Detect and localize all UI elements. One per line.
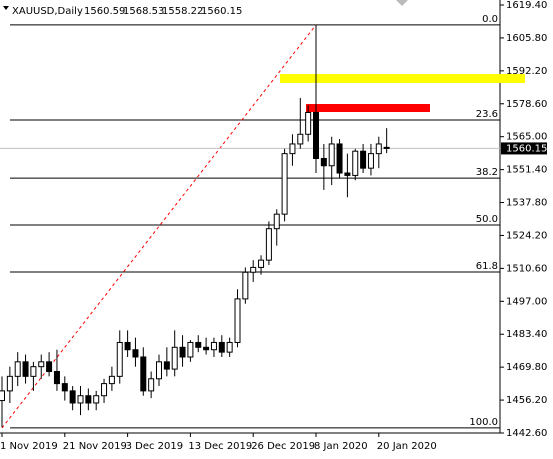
candle-body: [242, 271, 249, 300]
candle-body: [46, 361, 53, 373]
y-tick-label: 1605.80: [506, 33, 547, 44]
candle-body: [273, 213, 280, 230]
y-tick-label: 1456.20: [506, 395, 547, 406]
candle-body: [14, 361, 21, 377]
candle-body: [313, 111, 319, 159]
candle-body: [305, 111, 312, 135]
candle-body: [53, 371, 60, 385]
header-high: 1568.53: [123, 6, 164, 17]
x-tick-label: 13 Dec 2019: [188, 441, 252, 452]
candle-body: [218, 341, 225, 353]
candle-body: [336, 143, 343, 174]
candle-body: [258, 259, 265, 268]
x-tick-label: 3 Dec 2019: [126, 441, 184, 452]
candle-body: [344, 172, 351, 176]
candle-body: [297, 133, 304, 145]
candle-body: [116, 341, 123, 377]
candle-body: [281, 153, 288, 215]
y-tick-label: 1483.40: [506, 329, 547, 340]
x-tick-label: 20 Jan 2020: [377, 441, 437, 452]
y-tick-label: 1592.20: [506, 66, 547, 77]
shift-marker: [396, 0, 408, 6]
candle-body: [108, 375, 115, 385]
current-price-label: 1560.15: [506, 143, 547, 154]
candle-body: [30, 366, 37, 377]
candle-body: [101, 383, 108, 397]
y-tick-label: 1537.80: [506, 198, 547, 209]
fib-label: 38.2: [476, 167, 498, 178]
symbol: XAUUSD,Daily: [12, 6, 83, 17]
menu-arrow: [3, 6, 9, 10]
candle-body: [93, 395, 100, 404]
candle-body: [61, 383, 68, 392]
y-tick-label: 1619.40: [506, 0, 547, 11]
y-tick-label: 1578.60: [506, 99, 547, 110]
header-open: 1560.59: [84, 6, 125, 17]
candle-body: [179, 346, 186, 358]
candle-body: [226, 341, 233, 353]
header-close: 1560.15: [201, 6, 242, 17]
y-tick-label: 1469.80: [506, 362, 547, 373]
candle-body: [352, 150, 359, 176]
candle-body: [124, 341, 131, 351]
fib-label: 100.0: [469, 417, 498, 428]
y-tick-label: 1565.00: [506, 132, 547, 143]
candle-body: [265, 228, 272, 261]
trend-line: [1, 24, 317, 429]
candle-body: [6, 375, 13, 392]
current-price-box: [501, 142, 547, 155]
x-tick-label: 8 Jan 2020: [314, 441, 368, 452]
y-tick-label: 1551.40: [506, 165, 547, 176]
candle-body: [38, 361, 45, 368]
zone: [306, 104, 430, 112]
fib-label: 23.6: [476, 109, 498, 120]
candle-body: [210, 341, 217, 351]
y-tick-label: 1442.60: [506, 428, 547, 439]
x-tick-label: 21 Nov 2019: [63, 441, 127, 452]
candle-body: [22, 361, 29, 377]
x-tick-label: 26 Dec 2019: [251, 441, 315, 452]
y-tick-label: 1510.60: [506, 263, 547, 274]
candle-body: [163, 361, 170, 370]
y-tick-label: 1497.00: [506, 296, 547, 307]
y-tick-label: 1524.20: [506, 230, 547, 241]
candle-body: [69, 390, 76, 404]
candle-body: [289, 143, 296, 155]
candle-body: [85, 395, 92, 404]
candle-body: [328, 143, 335, 167]
zone: [280, 73, 525, 83]
candle-body: [171, 346, 178, 370]
x-tick-label: 1 Nov 2019: [0, 441, 58, 452]
candle-body: [148, 378, 155, 392]
candle-body: [320, 157, 327, 167]
candle-body: [375, 143, 382, 155]
candle-body: [187, 341, 194, 358]
candle-body: [234, 298, 241, 343]
candle-body: [195, 341, 202, 348]
candle-body: [156, 361, 162, 380]
candle-body: [132, 349, 139, 358]
header-low: 1558.22: [162, 6, 203, 17]
candle-body: [360, 150, 367, 169]
candle-body: [0, 390, 5, 402]
candle-body: [77, 395, 84, 404]
candle-body: [140, 356, 147, 392]
candle-body: [203, 346, 210, 351]
fib-label: 50.0: [476, 214, 498, 225]
candle-body: [367, 153, 374, 169]
fib-label: 61.8: [476, 261, 498, 272]
fib-label: 0.0: [482, 14, 498, 25]
candle-body: [383, 146, 390, 149]
candle-body: [250, 266, 257, 273]
